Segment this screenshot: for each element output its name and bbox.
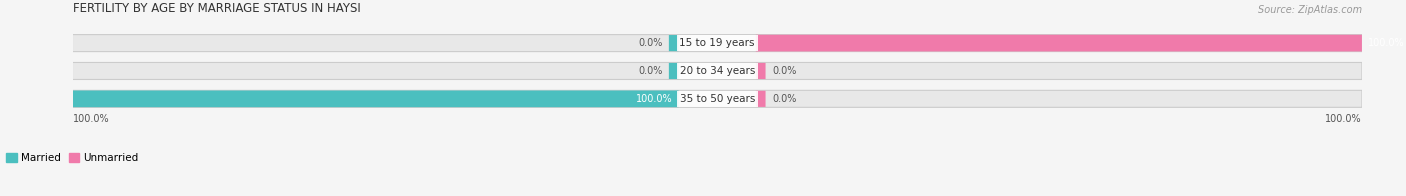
- Text: 100.0%: 100.0%: [1326, 114, 1362, 124]
- FancyBboxPatch shape: [73, 90, 1362, 107]
- Text: 0.0%: 0.0%: [638, 38, 662, 48]
- FancyBboxPatch shape: [756, 91, 765, 107]
- FancyBboxPatch shape: [756, 63, 765, 79]
- FancyBboxPatch shape: [73, 91, 679, 107]
- Text: 20 to 34 years: 20 to 34 years: [679, 66, 755, 76]
- Text: FERTILITY BY AGE BY MARRIAGE STATUS IN HAYSI: FERTILITY BY AGE BY MARRIAGE STATUS IN H…: [73, 2, 360, 15]
- FancyBboxPatch shape: [669, 35, 679, 51]
- Text: 0.0%: 0.0%: [772, 66, 796, 76]
- Text: 100.0%: 100.0%: [73, 114, 110, 124]
- Text: 0.0%: 0.0%: [772, 94, 796, 104]
- FancyBboxPatch shape: [669, 63, 679, 79]
- FancyBboxPatch shape: [73, 35, 1362, 52]
- FancyBboxPatch shape: [756, 35, 1362, 52]
- Text: Source: ZipAtlas.com: Source: ZipAtlas.com: [1258, 5, 1362, 15]
- Text: 0.0%: 0.0%: [638, 66, 662, 76]
- FancyBboxPatch shape: [73, 63, 1362, 79]
- Text: 100.0%: 100.0%: [636, 94, 672, 104]
- Text: 15 to 19 years: 15 to 19 years: [679, 38, 755, 48]
- Legend: Married, Unmarried: Married, Unmarried: [1, 149, 143, 167]
- Text: 100.0%: 100.0%: [1368, 38, 1405, 48]
- Text: 35 to 50 years: 35 to 50 years: [679, 94, 755, 104]
